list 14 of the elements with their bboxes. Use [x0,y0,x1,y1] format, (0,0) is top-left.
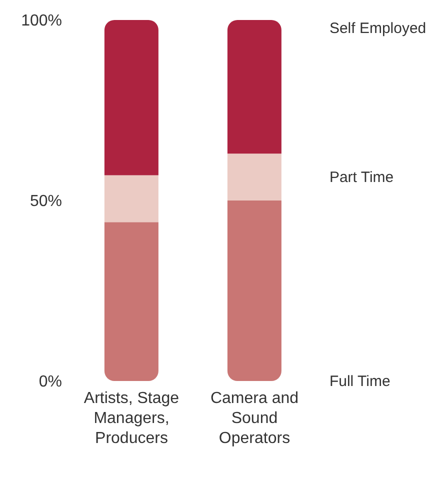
bar [104,20,158,176]
bar [104,175,158,222]
text: Part Time [329,169,394,186]
y-tick-label: 0% [38,374,62,391]
text: Full Time [329,373,390,390]
y-tick-label: 100% [21,12,62,30]
x-tick-label: Artists, Stage Managers, Producers [84,390,180,447]
bar [227,200,282,381]
y-tick-label: 50% [30,193,62,210]
bar [104,222,158,381]
text: Self Employed [329,20,426,37]
x-tick-label: Camera and Sound Operators [210,390,299,447]
bar [227,20,282,154]
bar [227,154,282,200]
